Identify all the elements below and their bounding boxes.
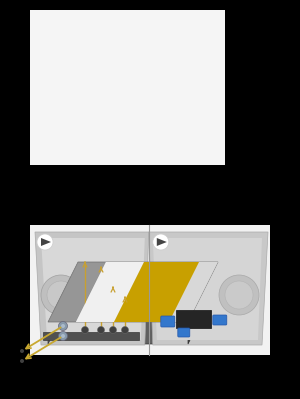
Polygon shape <box>41 238 51 246</box>
Polygon shape <box>41 238 145 340</box>
Circle shape <box>110 326 116 334</box>
Polygon shape <box>114 262 199 322</box>
Circle shape <box>58 322 68 330</box>
Bar <box>176 310 211 328</box>
Circle shape <box>98 326 104 334</box>
Circle shape <box>61 324 65 328</box>
Polygon shape <box>35 232 149 345</box>
Polygon shape <box>48 262 218 322</box>
Polygon shape <box>157 238 167 246</box>
Circle shape <box>20 349 24 353</box>
Polygon shape <box>76 262 144 322</box>
Polygon shape <box>153 238 262 340</box>
Bar <box>30 10 225 165</box>
Polygon shape <box>48 284 218 344</box>
Circle shape <box>122 326 128 334</box>
Circle shape <box>37 234 53 250</box>
Circle shape <box>82 326 88 334</box>
Circle shape <box>61 334 65 338</box>
Circle shape <box>20 359 24 363</box>
Circle shape <box>153 234 169 250</box>
Bar <box>30 225 270 355</box>
Polygon shape <box>76 262 218 322</box>
Polygon shape <box>188 262 218 344</box>
FancyBboxPatch shape <box>161 316 175 327</box>
Circle shape <box>47 281 75 309</box>
FancyBboxPatch shape <box>213 315 227 325</box>
Bar <box>43 332 139 340</box>
Circle shape <box>219 275 259 315</box>
FancyBboxPatch shape <box>178 328 190 337</box>
Circle shape <box>225 281 253 309</box>
Circle shape <box>58 332 68 340</box>
Polygon shape <box>48 262 78 344</box>
Polygon shape <box>149 232 268 345</box>
Circle shape <box>41 275 81 315</box>
